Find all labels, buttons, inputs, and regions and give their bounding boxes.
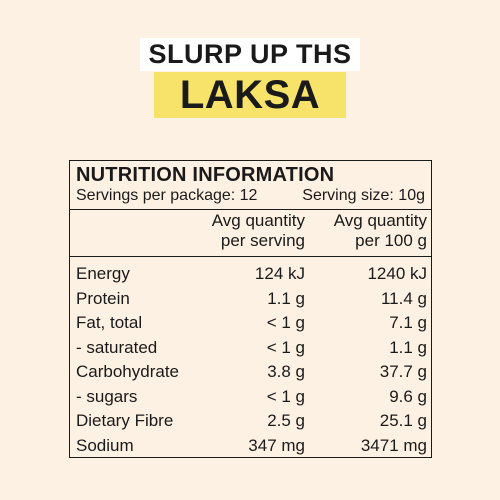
row-value-per-serving: 124 kJ xyxy=(254,264,305,283)
row-value-per-100g: 7.1 g xyxy=(389,313,427,332)
table-row-protein: Protein 1.1 g 11.4 g xyxy=(70,287,431,312)
column-header-per-serving-line2: per serving xyxy=(220,231,305,250)
row-value-per-100g: 25.1 g xyxy=(379,411,427,430)
row-value-per-100g: 9.6 g xyxy=(389,386,427,406)
row-value-per-serving: 1.1 g xyxy=(267,288,305,308)
table-row-fat-total: Fat, total < 1 g 7.1 g xyxy=(70,311,431,336)
row-label: Dietary Fibre xyxy=(76,411,174,430)
row-label: Energy xyxy=(76,264,130,283)
nutrition-rows: Energy 124 kJ 1240 kJ Protein 1.1 g 11.4… xyxy=(70,262,431,458)
title-line-2-wrap: LAKSA xyxy=(0,72,500,118)
row-value-per-100g: 3471 mg xyxy=(360,435,427,455)
serving-size: Serving size: 10g xyxy=(302,187,425,204)
row-label: - saturated xyxy=(76,337,158,357)
row-value-per-serving: < 1 g xyxy=(266,386,305,406)
row-label: Carbohydrate xyxy=(76,362,180,381)
column-header-per-serving-line1: Avg quantity xyxy=(211,211,305,230)
row-value-per-serving: 347 mg xyxy=(248,435,305,455)
row-value-per-100g: 37.7 g xyxy=(379,362,427,381)
title-line-1: SLURP UP THS xyxy=(140,38,360,71)
column-header-per-serving: Avg quantity per serving xyxy=(185,211,305,251)
table-row-saturated: - saturated < 1 g 1.1 g xyxy=(70,336,431,361)
column-header-per-100g: Avg quantity per 100 g xyxy=(307,211,427,251)
row-value-per-serving: < 1 g xyxy=(266,337,305,357)
servings-per-package: Servings per package: 12 xyxy=(76,187,258,204)
row-value-per-serving: < 1 g xyxy=(266,313,305,332)
row-value-per-serving: 2.5 g xyxy=(267,411,305,430)
row-label: - sugars xyxy=(76,386,138,406)
divider-top xyxy=(70,209,431,210)
title-line-1-wrap: SLURP UP THS xyxy=(0,38,500,71)
table-row-dietary-fibre: Dietary Fibre 2.5 g 25.1 g xyxy=(70,409,431,434)
table-row-sodium: Sodium 347 mg 3471 mg xyxy=(70,434,431,459)
table-row-sugars: - sugars < 1 g 9.6 g xyxy=(70,385,431,410)
title-line-2: LAKSA xyxy=(153,72,347,118)
nutrition-heading: NUTRITION INFORMATION xyxy=(76,164,335,186)
row-value-per-100g: 1.1 g xyxy=(389,337,427,357)
row-value-per-100g: 1240 kJ xyxy=(367,264,427,283)
row-label: Sodium xyxy=(76,435,134,455)
table-row-energy: Energy 124 kJ 1240 kJ xyxy=(70,262,431,287)
table-row-carbohydrate: Carbohydrate 3.8 g 37.7 g xyxy=(70,360,431,385)
divider-header xyxy=(70,256,431,257)
nutrition-panel: NUTRITION INFORMATION Servings per packa… xyxy=(69,160,432,458)
row-label: Fat, total xyxy=(76,313,143,332)
row-label: Protein xyxy=(76,288,130,308)
column-header-per-100g-line2: per 100 g xyxy=(355,231,427,250)
column-header-per-100g-line1: Avg quantity xyxy=(333,211,427,230)
row-value-per-serving: 3.8 g xyxy=(267,362,305,381)
row-value-per-100g: 11.4 g xyxy=(380,288,427,308)
